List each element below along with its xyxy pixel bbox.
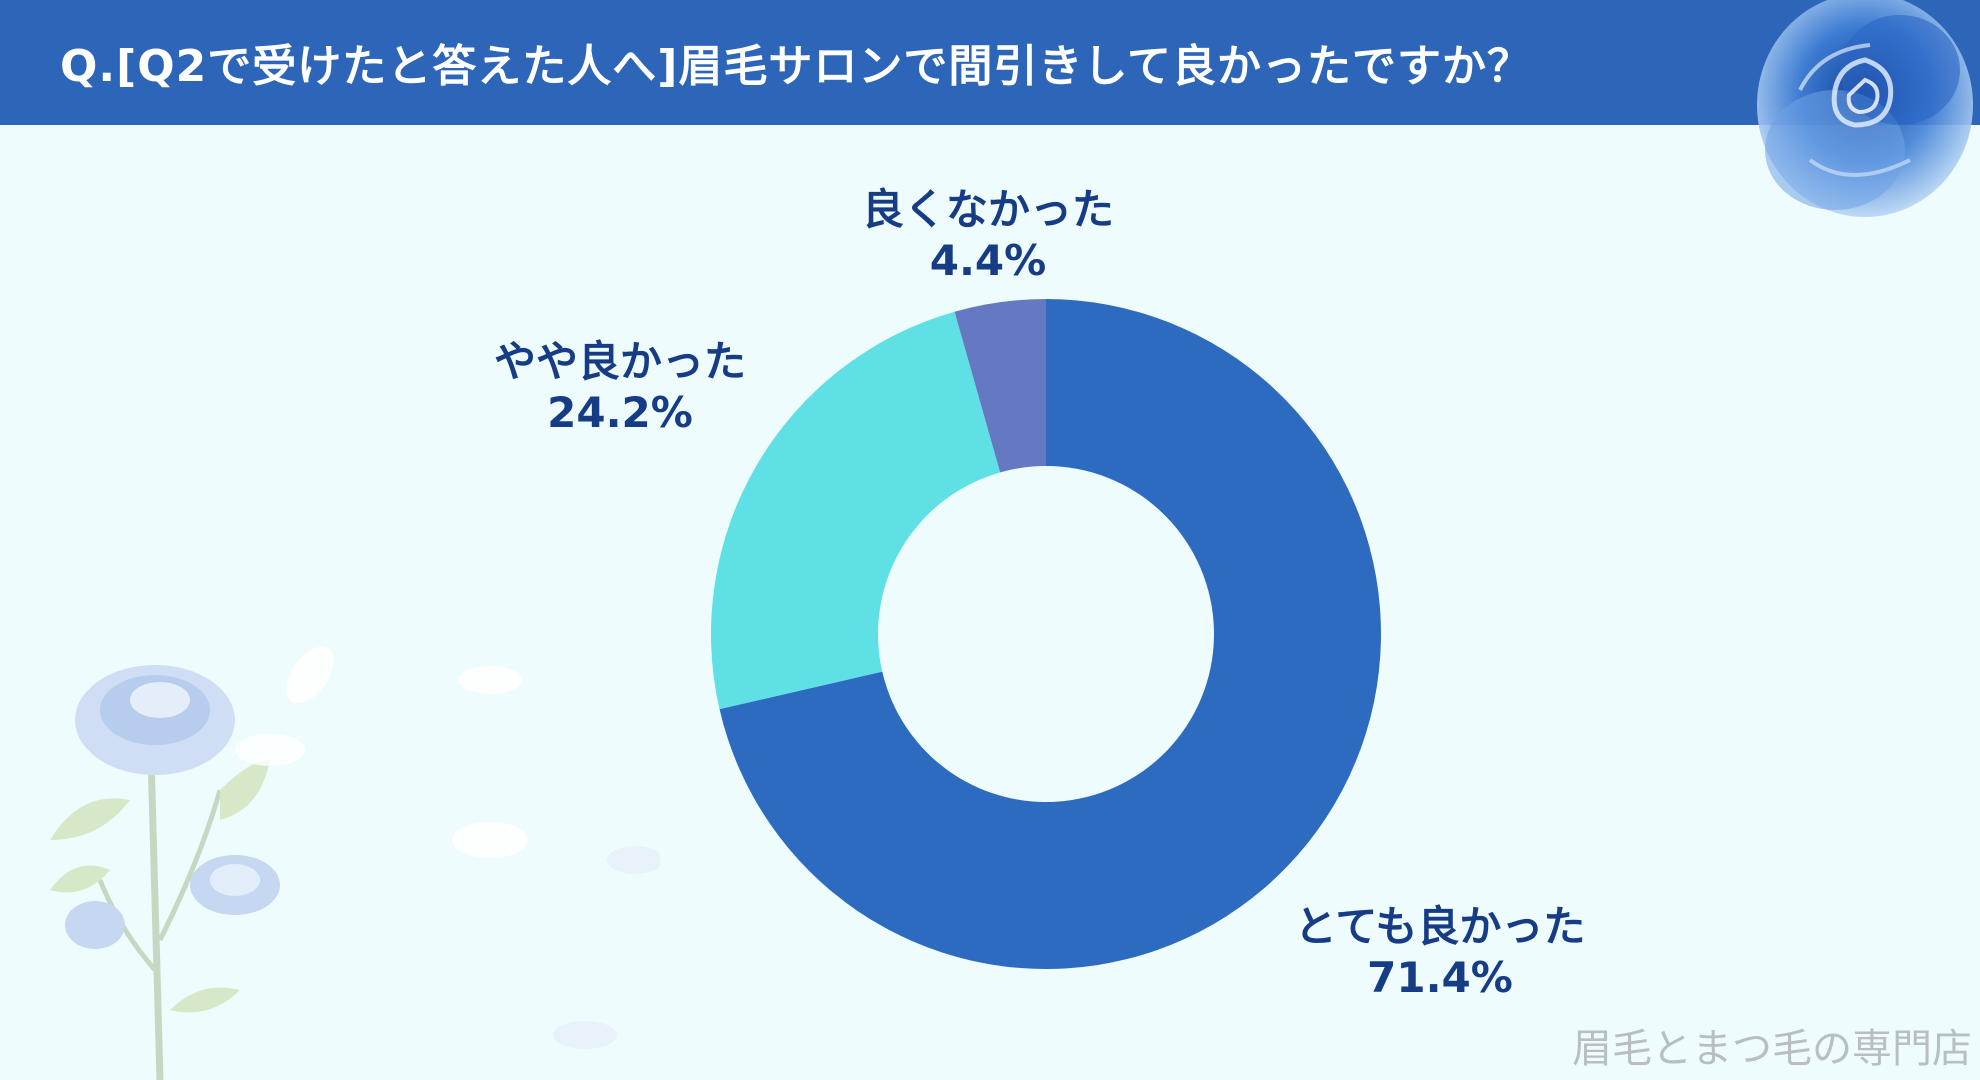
blue-rose-bottom-decoration [50, 646, 660, 1080]
slice-value-not-good: 4.4% [929, 236, 1047, 285]
slice-label-very-good: とても良かった [1294, 902, 1586, 951]
slice-not-good [954, 299, 1046, 473]
slice-somewhat-good [711, 311, 1001, 710]
slice-very-good [719, 299, 1382, 970]
chart-title: Q.[Q2で受けたと答えた人へ]眉毛サロンで間引きして良かったですか？ [60, 41, 1533, 92]
slice-label-somewhat-good: やや良かった [493, 337, 747, 386]
watermark-text: 眉毛とまつ毛の専門店 [1572, 1026, 1972, 1072]
slice-value-somewhat-good: 24.2% [547, 388, 693, 437]
blue-rose-top-decoration [1757, 0, 1973, 217]
title-bar: Q.[Q2で受けたと答えた人へ]眉毛サロンで間引きして良かったですか？ [0, 0, 1980, 125]
slice-label-not-good: 良くなかった [861, 185, 1115, 234]
slice-value-very-good: 71.4% [1367, 953, 1513, 1002]
